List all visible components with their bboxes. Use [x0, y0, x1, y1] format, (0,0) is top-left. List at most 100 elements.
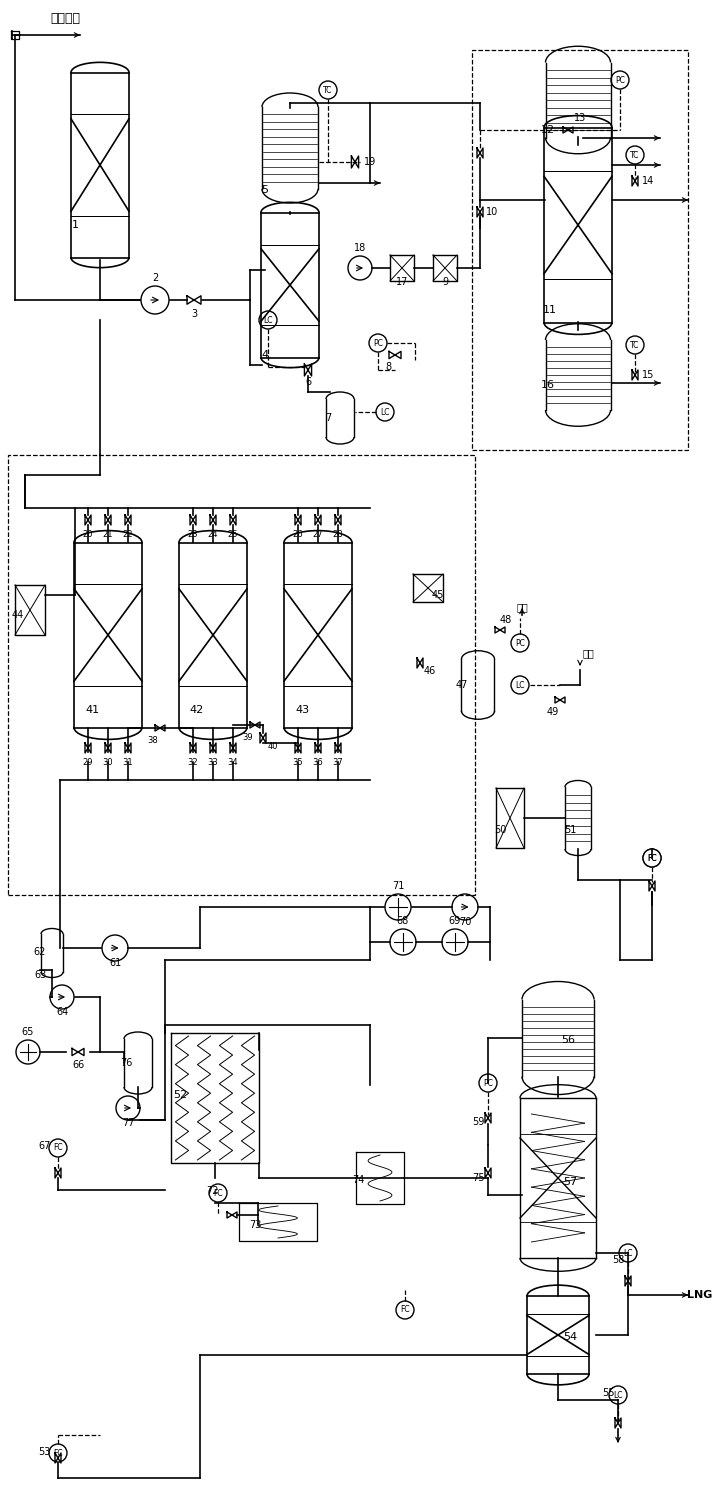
Text: 43: 43	[295, 705, 309, 716]
Text: TC: TC	[630, 341, 640, 350]
Text: 18: 18	[354, 243, 366, 253]
Text: 放空: 放空	[516, 603, 528, 612]
Text: 64: 64	[56, 1007, 68, 1016]
Text: 41: 41	[85, 705, 99, 716]
Circle shape	[619, 1244, 637, 1262]
Text: 39: 39	[242, 732, 253, 741]
Text: 8: 8	[385, 362, 391, 372]
Text: FC: FC	[53, 1448, 63, 1458]
Text: 13: 13	[574, 113, 586, 124]
Circle shape	[511, 676, 529, 693]
Circle shape	[643, 850, 661, 868]
Text: 33: 33	[207, 757, 218, 766]
Text: 28: 28	[333, 530, 344, 539]
Text: 30: 30	[103, 757, 114, 766]
Text: 46: 46	[424, 667, 436, 676]
Text: 12: 12	[541, 125, 555, 135]
Text: 49: 49	[547, 707, 559, 717]
Text: 52: 52	[173, 1091, 187, 1100]
Text: 38: 38	[148, 735, 159, 744]
Text: 61: 61	[109, 958, 121, 969]
Circle shape	[479, 1074, 497, 1092]
Text: PC: PC	[373, 338, 383, 348]
Text: 15: 15	[642, 371, 654, 379]
Text: 27: 27	[313, 530, 323, 539]
Circle shape	[626, 146, 644, 164]
Text: 66: 66	[72, 1059, 84, 1070]
Text: 22: 22	[123, 530, 133, 539]
Text: 77: 77	[122, 1117, 134, 1128]
Text: 4: 4	[261, 350, 269, 360]
Text: TC: TC	[323, 85, 333, 95]
Text: 68: 68	[397, 917, 409, 926]
Text: 煤矿瓦斯: 煤矿瓦斯	[50, 12, 80, 24]
Text: 36: 36	[312, 757, 323, 766]
Text: 6: 6	[305, 376, 311, 387]
Circle shape	[49, 1138, 67, 1158]
Circle shape	[609, 1385, 627, 1405]
Text: FC: FC	[213, 1189, 223, 1198]
Circle shape	[209, 1184, 227, 1202]
Text: 20: 20	[83, 530, 93, 539]
Text: 1: 1	[71, 220, 79, 231]
Circle shape	[369, 333, 387, 353]
Text: PC: PC	[515, 638, 525, 647]
Circle shape	[511, 634, 529, 652]
Text: 53: 53	[38, 1446, 50, 1457]
Text: 56: 56	[561, 1036, 575, 1045]
Text: PC: PC	[615, 76, 625, 85]
Text: LC: LC	[613, 1390, 622, 1400]
Text: 32: 32	[188, 757, 198, 766]
Text: 3: 3	[191, 310, 197, 318]
Text: 40: 40	[268, 741, 278, 750]
Text: 70: 70	[459, 917, 471, 927]
Text: 47: 47	[456, 680, 468, 690]
Text: LC: LC	[515, 680, 525, 689]
Circle shape	[611, 71, 629, 89]
Text: TC: TC	[630, 150, 640, 159]
Text: 7: 7	[325, 414, 331, 423]
Text: 44: 44	[12, 610, 24, 620]
Text: 48: 48	[500, 615, 512, 625]
Bar	[8, 455, 475, 894]
Text: 75: 75	[472, 1173, 484, 1183]
Text: 10: 10	[486, 207, 498, 217]
Circle shape	[49, 1443, 67, 1463]
Circle shape	[396, 1301, 414, 1318]
Text: 65: 65	[22, 1027, 34, 1037]
Text: LC: LC	[264, 315, 273, 324]
Text: 5: 5	[261, 185, 269, 195]
Circle shape	[319, 80, 337, 100]
Text: LC: LC	[623, 1248, 633, 1257]
Circle shape	[626, 336, 644, 354]
Text: 35: 35	[293, 757, 304, 766]
Text: 57: 57	[563, 1177, 577, 1187]
Text: 71: 71	[392, 881, 404, 891]
Text: 62: 62	[33, 946, 46, 957]
Text: 45: 45	[432, 591, 444, 600]
Text: 37: 37	[333, 757, 344, 766]
Bar	[472, 51, 688, 449]
Text: 63: 63	[34, 970, 46, 981]
Text: 26: 26	[293, 530, 304, 539]
Circle shape	[376, 403, 394, 421]
Text: 69: 69	[449, 917, 461, 926]
Text: FC: FC	[400, 1305, 410, 1314]
Text: 50: 50	[494, 824, 506, 835]
Text: 42: 42	[190, 705, 204, 716]
Text: 67: 67	[39, 1141, 51, 1152]
Text: 73: 73	[249, 1220, 261, 1231]
Text: PC: PC	[483, 1079, 493, 1088]
Text: FC: FC	[647, 854, 657, 863]
Text: FC: FC	[647, 854, 657, 863]
Text: 排放: 排放	[582, 647, 594, 658]
Text: 31: 31	[123, 757, 133, 766]
Text: 58: 58	[612, 1254, 624, 1265]
Text: 59: 59	[472, 1117, 484, 1126]
Text: 2: 2	[152, 272, 158, 283]
Text: 19: 19	[364, 158, 376, 167]
Text: 74: 74	[352, 1176, 364, 1184]
Text: 54: 54	[563, 1332, 577, 1342]
Text: LNG: LNG	[687, 1290, 713, 1301]
Text: 9: 9	[442, 277, 448, 287]
